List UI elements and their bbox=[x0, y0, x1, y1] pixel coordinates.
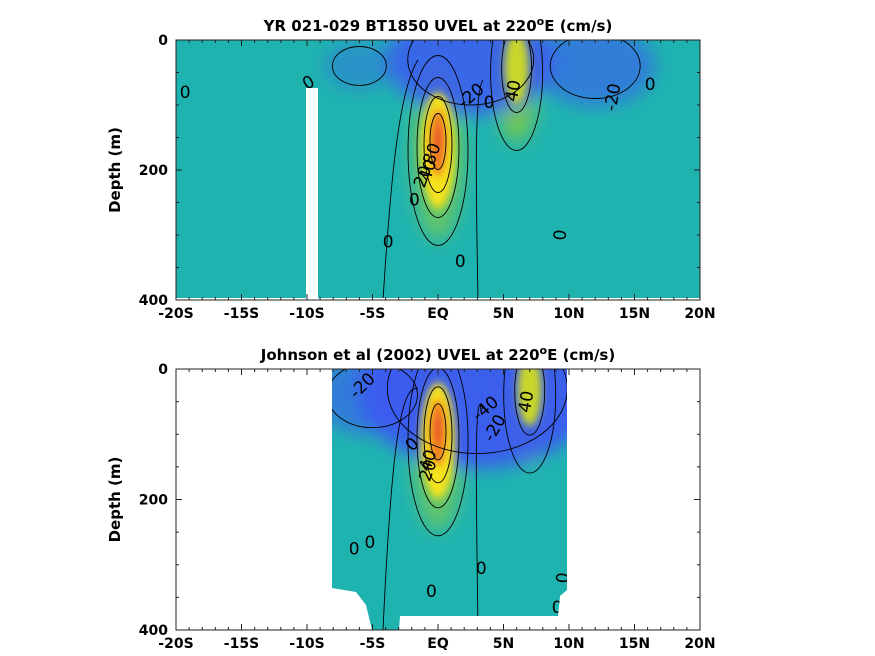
contour-undercurrent bbox=[429, 113, 447, 170]
y-axis-label: Depth (m) bbox=[106, 457, 124, 543]
contour-label: 40 bbox=[515, 389, 538, 414]
undercurrent-peak bbox=[434, 414, 442, 443]
x-tick-label: -5S bbox=[360, 636, 386, 652]
contour-westward bbox=[407, 40, 535, 106]
x-tick-label: 5N bbox=[493, 636, 514, 652]
necc-core bbox=[504, 40, 529, 104]
x-tick-label: 20N bbox=[684, 306, 715, 322]
y-tick-label: 400 bbox=[139, 293, 168, 309]
x-tick-label: -10S bbox=[289, 636, 324, 652]
contour-label: 0 bbox=[552, 598, 563, 618]
y-axis-label: Depth (m) bbox=[106, 127, 124, 213]
x-tick-label: 15N bbox=[619, 636, 650, 652]
x-tick-label: EQ bbox=[427, 636, 449, 652]
x-tick-label: -15S bbox=[224, 306, 259, 322]
contour-label: 0 bbox=[383, 233, 394, 253]
contour-necc-outer bbox=[490, 40, 544, 151]
missing-data-column bbox=[306, 88, 318, 302]
x-tick-label: -5S bbox=[360, 306, 386, 322]
contour-label: 0 bbox=[553, 572, 574, 585]
chart-title-tail: E (cm/s) bbox=[547, 346, 615, 364]
x-tick-label: 10N bbox=[553, 306, 584, 322]
contour-zero-south bbox=[382, 388, 419, 630]
y-tick-label: 400 bbox=[139, 623, 168, 639]
y-tick-label: 0 bbox=[158, 362, 168, 378]
contour-westward bbox=[332, 369, 418, 429]
contour-necc-inner bbox=[514, 369, 546, 436]
contour-label: 0 bbox=[550, 229, 571, 242]
x-tick-label: 5N bbox=[493, 306, 514, 322]
contour-undercurrent bbox=[423, 386, 453, 484]
contour-undercurrent bbox=[407, 55, 469, 246]
westward-current bbox=[323, 42, 396, 90]
westward-current bbox=[332, 369, 433, 436]
contour-label: 40 bbox=[502, 78, 525, 103]
contour-label: 0 bbox=[476, 559, 487, 579]
chart-title-degree: o bbox=[540, 344, 548, 357]
y-tick-label: 200 bbox=[139, 493, 168, 509]
field-core-layer bbox=[421, 369, 542, 499]
westward-current bbox=[535, 40, 656, 106]
contour-lines bbox=[331, 40, 641, 298]
contour-label: 0 bbox=[349, 539, 360, 559]
necc-core bbox=[517, 369, 542, 427]
x-tick-label: -20S bbox=[158, 306, 193, 322]
chart-panel-top: YR 021-029 BT1850 UVEL at 220oE (cm/s) De… bbox=[106, 15, 716, 322]
x-tick-label: 15N bbox=[619, 306, 650, 322]
contour-undercurrent bbox=[416, 369, 460, 509]
contour-undercurrent bbox=[407, 369, 469, 537]
contour-westward bbox=[549, 40, 641, 99]
contour-label: 0 bbox=[409, 190, 420, 210]
contour-necc-outer bbox=[503, 369, 557, 474]
chart-title-main: Johnson et al (2002) UVEL at 220 bbox=[260, 346, 540, 364]
y-tick-label: 200 bbox=[139, 163, 168, 179]
chart-panel-bottom: Johnson et al (2002) UVEL at 220oE (cm/s… bbox=[106, 344, 716, 652]
chart-title: Johnson et al (2002) UVEL at 220oE (cm/s… bbox=[260, 344, 615, 364]
contour-westward bbox=[386, 369, 567, 455]
contour-label: 0 bbox=[645, 75, 656, 95]
contour-label: 0 bbox=[364, 533, 375, 553]
x-tick-label: -20S bbox=[158, 636, 193, 652]
contour-label: 0 bbox=[455, 252, 466, 272]
undercurrent-peak bbox=[434, 124, 442, 153]
contour-label: 0 bbox=[484, 93, 495, 113]
contour-undercurrent bbox=[429, 403, 447, 461]
x-tick-label: 10N bbox=[553, 636, 584, 652]
contour-zero-north bbox=[475, 79, 484, 298]
chart-title-main: YR 021-029 BT1850 UVEL at 220 bbox=[263, 17, 537, 35]
field-core-layer bbox=[421, 40, 529, 209]
contour-label: 0 bbox=[180, 83, 191, 103]
contour-westward bbox=[331, 46, 387, 86]
contour-label: 0 bbox=[426, 582, 437, 602]
chart-title-degree: o bbox=[537, 15, 545, 28]
chart-title: YR 021-029 BT1850 UVEL at 220oE (cm/s) bbox=[263, 15, 613, 35]
chart-title-tail: E (cm/s) bbox=[544, 17, 612, 35]
contour-necc-inner bbox=[501, 40, 533, 113]
y-tick-label: 0 bbox=[158, 33, 168, 49]
x-tick-label: 20N bbox=[684, 636, 715, 652]
contour-lines bbox=[332, 369, 567, 630]
contour-undercurrent bbox=[416, 77, 460, 218]
x-tick-label: EQ bbox=[427, 306, 449, 322]
contour-undercurrent bbox=[423, 96, 453, 193]
x-tick-label: -10S bbox=[289, 306, 324, 322]
contour-label: -20 bbox=[601, 82, 626, 113]
x-tick-label: -15S bbox=[224, 636, 259, 652]
